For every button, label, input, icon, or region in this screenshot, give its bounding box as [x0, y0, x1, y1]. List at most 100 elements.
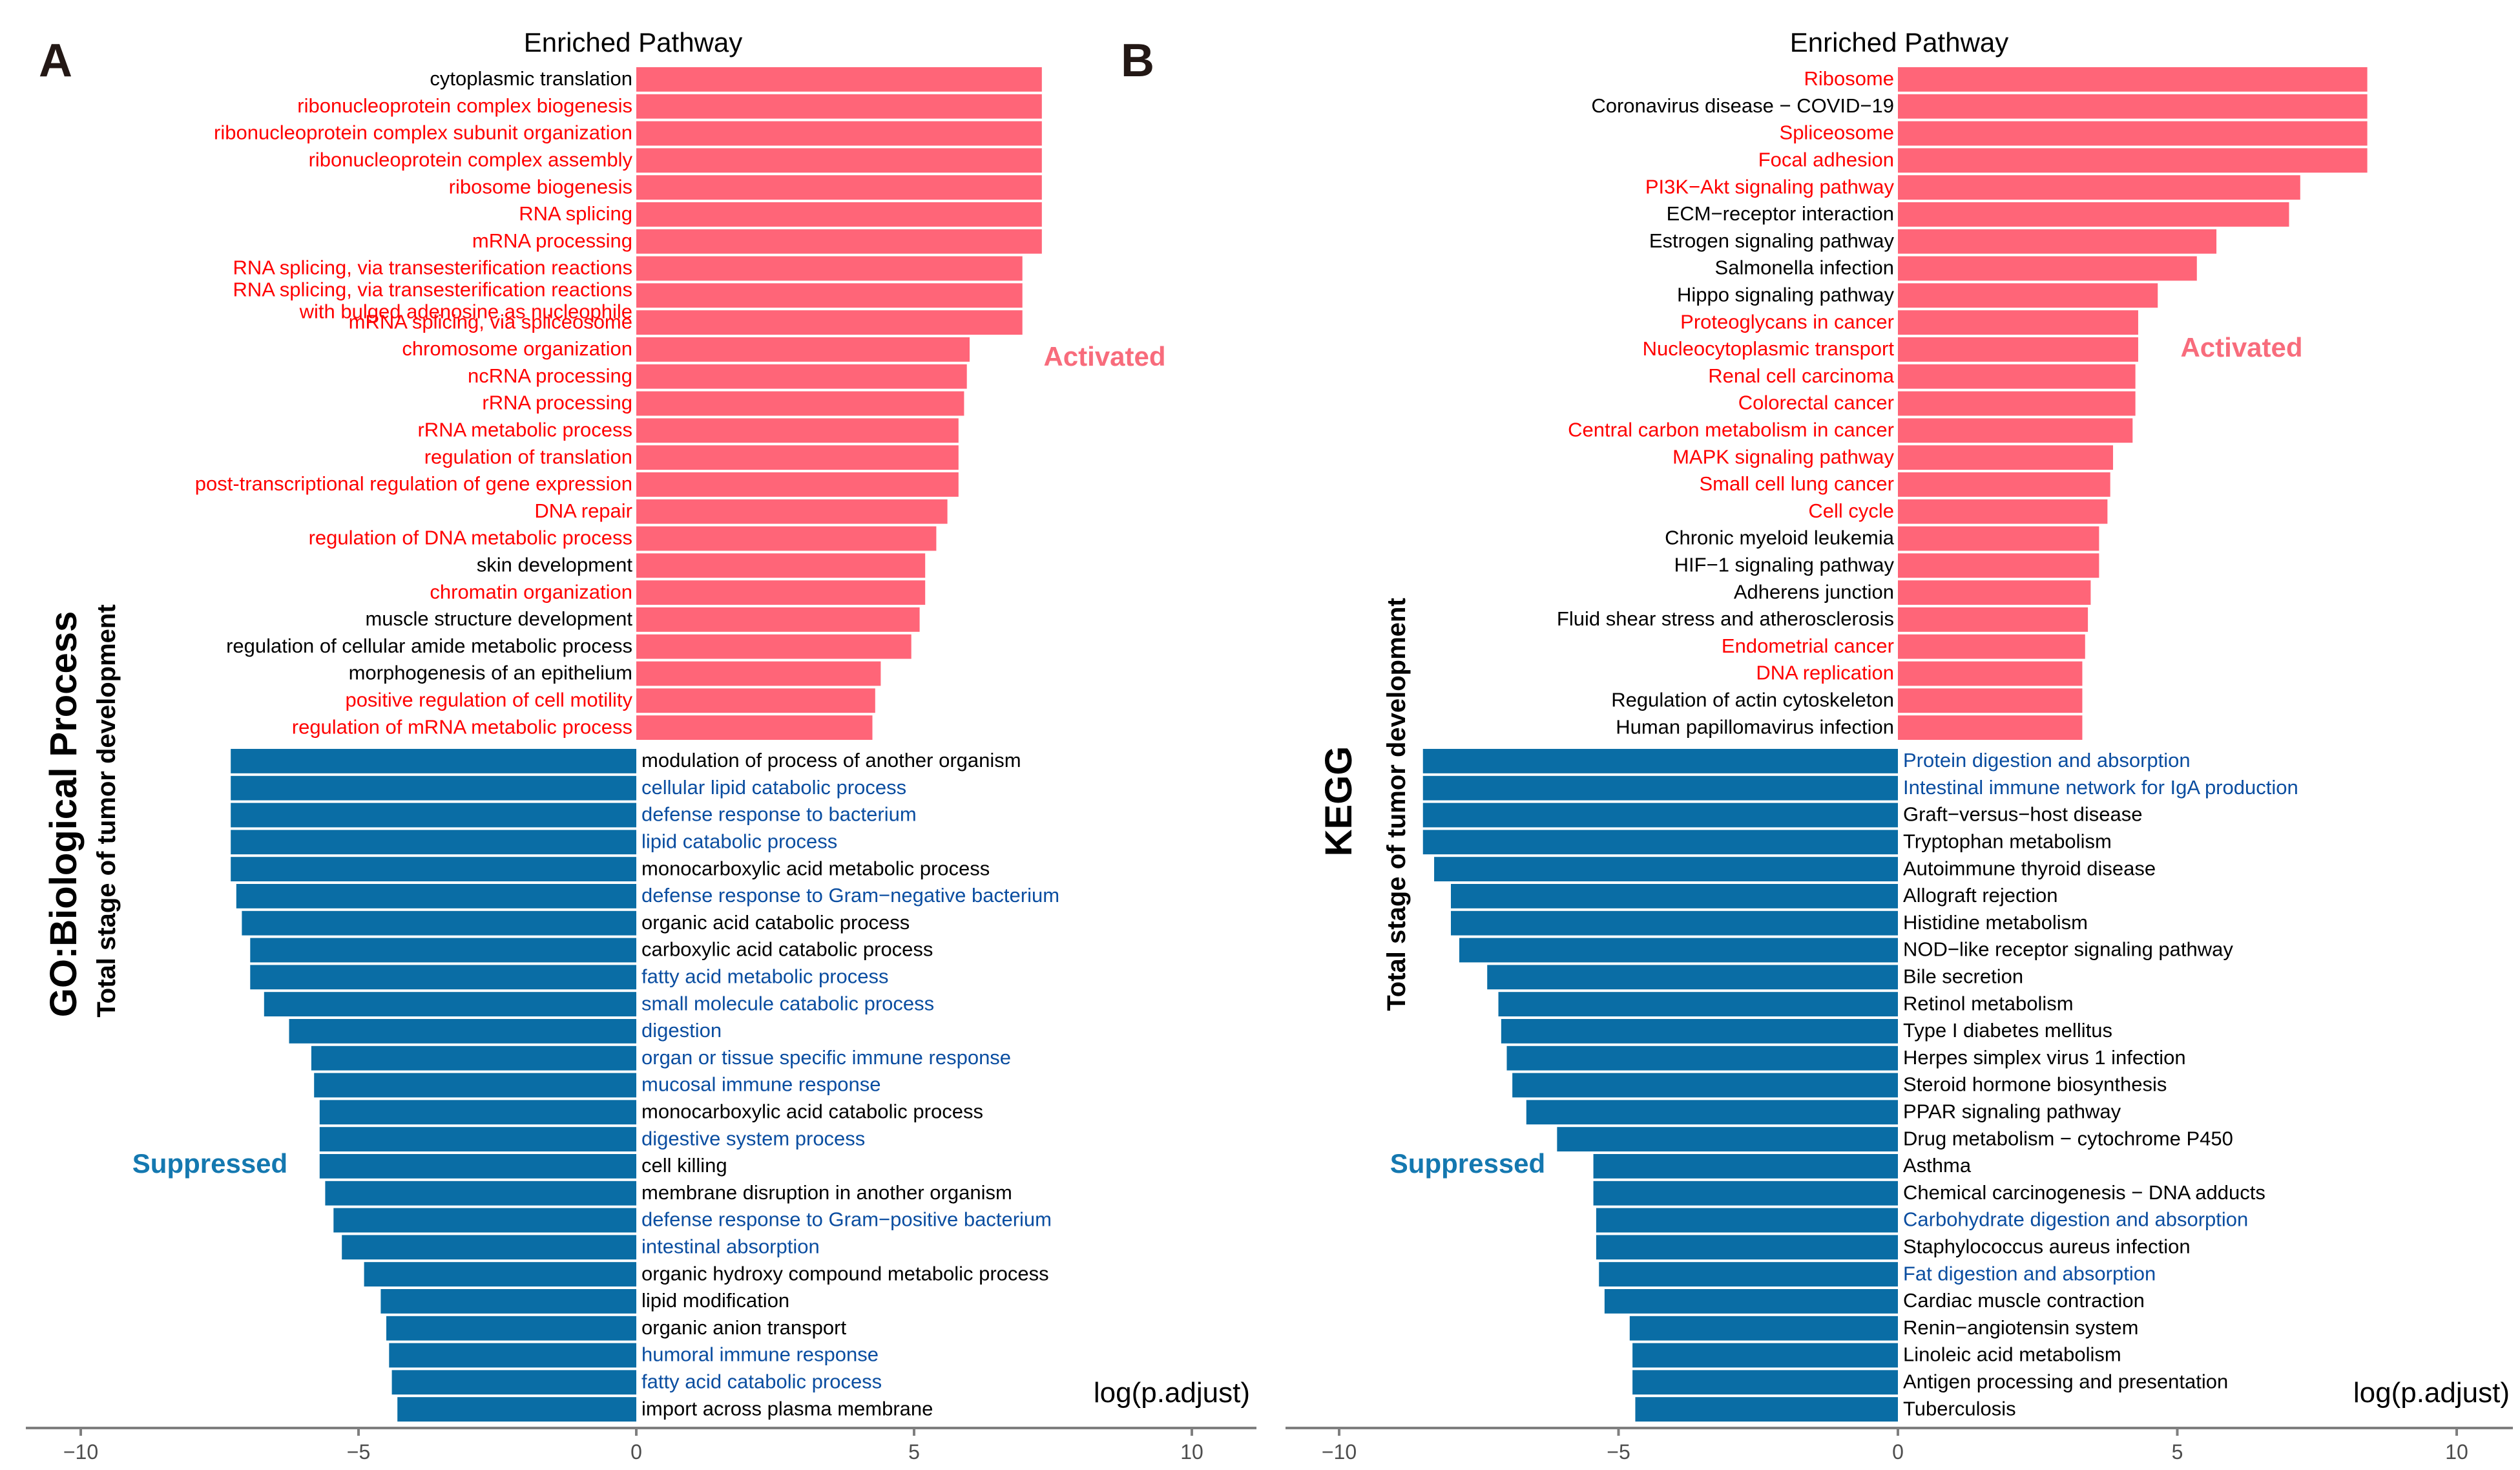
suppressed-term-label: fatty acid catabolic process: [641, 1370, 882, 1392]
suppressed-bar: [1593, 1181, 1898, 1206]
suppressed-bar: [231, 857, 636, 881]
suppressed-term-label: Fat digestion and absorption: [1903, 1262, 2156, 1285]
suppressed-term-label: lipid catabolic process: [641, 830, 837, 852]
activated-term-label: DNA replication: [1756, 662, 1894, 684]
suppressed-bar: [333, 1208, 636, 1233]
panel-letter: B: [1121, 35, 1154, 87]
activated-term-label: Ribosome: [1804, 67, 1894, 90]
x-tick-label: −10: [1322, 1440, 1357, 1464]
activated-term-label: regulation of cellular amide metabolic p…: [226, 635, 632, 657]
activated-term-label: chromosome organization: [402, 337, 632, 360]
suppressed-term-label: organic acid catabolic process: [641, 911, 910, 934]
suppressed-term-label: Tuberculosis: [1903, 1397, 2016, 1420]
activated-bar: [636, 148, 1042, 173]
activated-term-label: Fluid shear stress and atherosclerosis: [1557, 607, 1894, 630]
suppressed-bar: [1506, 1045, 1898, 1071]
suppressed-term-label: Steroid hormone biosynthesis: [1903, 1073, 2167, 1096]
suppressed-bar: [1593, 1154, 1898, 1179]
suppressed-term-label: Bile secretion: [1903, 965, 2023, 987]
suppressed-bar: [319, 1100, 636, 1125]
activated-bar: [636, 202, 1042, 227]
activated-term-label: morphogenesis of an epithelium: [349, 662, 632, 684]
suppressed-term-label: intestinal absorption: [641, 1235, 820, 1257]
suppressed-term-label: monocarboxylic acid catabolic process: [641, 1100, 983, 1122]
x-axis-label: log(p.adjust): [1094, 1377, 1250, 1409]
suppressed-term-label: import across plasma membrane: [641, 1397, 933, 1420]
activated-term-label: PI3K−Akt signaling pathway: [1645, 175, 1895, 198]
suppressed-term-label: Carbohydrate digestion and absorption: [1903, 1208, 2248, 1231]
activated-bar: [1898, 526, 2099, 551]
suppressed-bar: [325, 1181, 636, 1206]
suppressed-bar: [1459, 938, 1898, 963]
activated-bar: [636, 364, 967, 389]
activated-term-label: ncRNA processing: [468, 364, 632, 387]
suppressed-bar: [242, 910, 636, 936]
suppressed-bar: [364, 1262, 636, 1286]
activated-bar: [1898, 499, 2108, 524]
activated-bar: [636, 580, 926, 605]
suppressed-bar: [386, 1316, 636, 1341]
suppressed-term-label: Intestinal immune network for IgA produc…: [1903, 776, 2298, 799]
activated-term-label: Estrogen signaling pathway: [1649, 229, 1895, 252]
activated-term-label: cytoplasmic translation: [430, 67, 632, 90]
suppressed-term-label: defense response to Gram−negative bacter…: [641, 884, 1059, 907]
activated-bar: [636, 229, 1042, 254]
activated-bar: [1898, 688, 2083, 713]
activated-bar: [636, 607, 920, 632]
activated-term-label: Proteoglycans in cancer: [1680, 310, 1894, 333]
x-tick-label: 5: [2172, 1440, 2183, 1464]
suppressed-term-label: fatty acid metabolic process: [641, 965, 889, 987]
activated-bar: [636, 661, 881, 686]
y-axis-label-sub: Total stage of tumor development: [92, 604, 121, 1017]
activated-term-label: Regulation of actin cytoskeleton: [1611, 688, 1894, 711]
activated-bar: [1898, 661, 2083, 686]
activated-bar: [1898, 580, 2091, 605]
activated-bar: [1898, 337, 2138, 362]
suppressed-bar: [1422, 775, 1898, 801]
activated-term-label: rRNA metabolic process: [417, 418, 632, 441]
chart-panel-b: Ribosome Coronavirus disease − COVID−19 Sp…: [1121, 27, 2513, 1464]
activated-term-label: regulation of mRNA metabolic process: [292, 715, 632, 738]
activated-bar: [636, 391, 964, 416]
suppressed-bar: [1632, 1343, 1898, 1368]
chart-title: Enriched Pathway: [524, 27, 743, 58]
suppressed-term-label: Allograft rejection: [1903, 884, 2058, 907]
activated-bar: [1898, 256, 2197, 281]
x-tick-label: 10: [1180, 1440, 1203, 1464]
suppressed-term-label: Antigen processing and presentation: [1903, 1370, 2228, 1392]
activated-bar: [1898, 121, 2368, 146]
activated-bar: [1898, 175, 2300, 200]
panel-letter: A: [39, 35, 72, 87]
suppressed-bar: [231, 803, 636, 828]
suppressed-bar: [1526, 1100, 1898, 1125]
suppressed-term-label: Graft−versus−host disease: [1903, 803, 2142, 826]
activated-term-label: Spliceosome: [1780, 121, 1894, 144]
activated-bar: [1898, 715, 2083, 740]
activated-bar: [636, 337, 970, 362]
suppressed-term-label: small molecule catabolic process: [641, 992, 934, 1014]
chart-panel-a: cytoplasmic translation ribonucleoprotein…: [26, 27, 1256, 1464]
x-tick-label: 0: [1892, 1440, 1904, 1464]
activated-term-label: regulation of translation: [424, 445, 632, 468]
activated-term-label: positive regulation of cell motility: [345, 688, 632, 711]
suppressed-term-label: organic anion transport: [641, 1316, 846, 1339]
suppressed-bar: [1596, 1235, 1898, 1260]
suppressed-bar: [250, 938, 636, 963]
activated-bar: [636, 94, 1042, 119]
suppressed-bar: [1498, 992, 1898, 1016]
suppressed-term-label: Cardiac muscle contraction: [1903, 1289, 2145, 1312]
suppressed-term-label: Retinol metabolism: [1903, 992, 2074, 1014]
activated-term-label: Chronic myeloid leukemia: [1665, 527, 1895, 549]
activated-bar: [636, 256, 1023, 281]
x-axis-label: log(p.adjust): [2353, 1377, 2510, 1409]
activated-bar: [636, 175, 1042, 200]
activated-bar: [636, 472, 959, 497]
x-tick-label: −5: [347, 1440, 370, 1464]
suppressed-bar: [397, 1397, 636, 1422]
activated-bar: [636, 553, 926, 578]
chart-title: Enriched Pathway: [1790, 27, 2009, 58]
x-tick-label: 0: [630, 1440, 642, 1464]
activated-tag: Activated: [2180, 332, 2302, 362]
suppressed-bar: [1422, 749, 1898, 773]
